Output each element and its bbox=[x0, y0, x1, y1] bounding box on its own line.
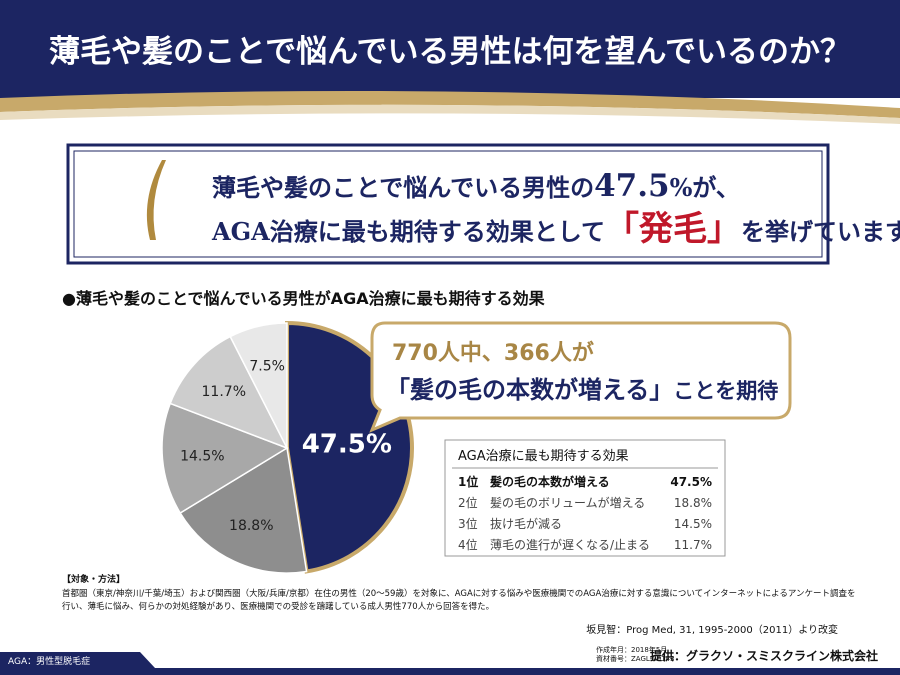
table-item: 抜け毛が減る bbox=[490, 516, 562, 531]
table: 1位 髪の毛の本数が増える 47.5% 2位 髪の毛のボリュームが増える 18.8% 3位抜… bbox=[458, 474, 712, 552]
table-value: 47.5% bbox=[670, 475, 712, 489]
header-swoosh bbox=[0, 90, 900, 118]
method-line: 首都圏（東京/神奈川/千葉/埼玉）および関西圏（大阪/兵庫/京都）在住の男性（2… bbox=[62, 588, 856, 599]
doc-info: 作成年月：2018年5月 bbox=[596, 645, 667, 654]
hair-icon bbox=[146, 160, 166, 240]
pie-slice bbox=[161, 402, 289, 515]
header-band bbox=[0, 0, 900, 98]
table-value: 18.8% bbox=[674, 496, 712, 510]
provider: 提供：グラクソ・スミスクライン株式会社 bbox=[650, 648, 878, 663]
pie-slice bbox=[179, 446, 308, 574]
callout-line2: AGA治療に最も期待する効果として「発毛」を挙げています。 bbox=[211, 209, 900, 249]
slice-label: 47.5% bbox=[302, 429, 392, 459]
callout-box bbox=[66, 143, 830, 265]
pie-slice bbox=[169, 335, 289, 450]
footer-line bbox=[0, 668, 900, 675]
table-rank: 3位 bbox=[458, 516, 478, 531]
table-item: 髪の毛の本数が増える bbox=[489, 474, 610, 489]
pie-slice bbox=[229, 322, 288, 449]
table-rank: 4位 bbox=[458, 537, 478, 552]
table-rank: 1位 bbox=[458, 474, 478, 489]
table-item: 薄毛の進行が遅くなる/止まる bbox=[490, 537, 650, 552]
method-title: 【対象・方法】 bbox=[62, 573, 125, 585]
slice-label: 18.8% bbox=[229, 518, 273, 534]
abbrev: AGA：男性型脱毛症 bbox=[8, 655, 90, 667]
page-title: 薄毛や髪のことで悩んでいる男性は何を望んでいるのか？ bbox=[49, 34, 851, 70]
header-swoosh-light bbox=[0, 104, 900, 124]
callout-line1: 薄毛や髪のことで悩んでいる男性の47.5%が、 bbox=[212, 168, 740, 204]
bubble-line1: 770人中、366人が bbox=[392, 340, 594, 366]
slice-label: 7.5% bbox=[249, 358, 285, 374]
method-line: 行い、薄毛に悩み、何らかの対処経験があり、医療機関での受診を躊躇している成人男性… bbox=[62, 601, 494, 612]
table-box bbox=[444, 439, 726, 557]
bubble-line2: 「髪の毛の本数が増える」ことを期待 bbox=[386, 376, 778, 404]
table-title: AGA治療に最も期待する効果 bbox=[458, 449, 629, 464]
speech-bubble bbox=[369, 321, 792, 433]
callout-inner bbox=[73, 150, 823, 258]
doc-info: 資材番号：ZAGL-00143 bbox=[596, 654, 674, 663]
pie: 47.5% 18.8% 14.5% 11.7%7.5% bbox=[161, 320, 414, 574]
table-value: 14.5% bbox=[674, 517, 712, 531]
table-item: 髪の毛のボリュームが増える bbox=[490, 495, 645, 510]
table-value: 11.7% bbox=[674, 538, 712, 552]
table-rank: 2位 bbox=[458, 495, 478, 510]
slice-label: 14.5% bbox=[180, 449, 224, 465]
footer-band bbox=[0, 652, 155, 668]
chart-title: ●薄毛や髪のことで悩んでいる男性がAGA治療に最も期待する効果 bbox=[62, 289, 545, 308]
source: 坂見智：Prog Med, 31, 1995-2000（2011）より改変 bbox=[586, 623, 838, 636]
slice-label: 11.7% bbox=[202, 384, 246, 400]
